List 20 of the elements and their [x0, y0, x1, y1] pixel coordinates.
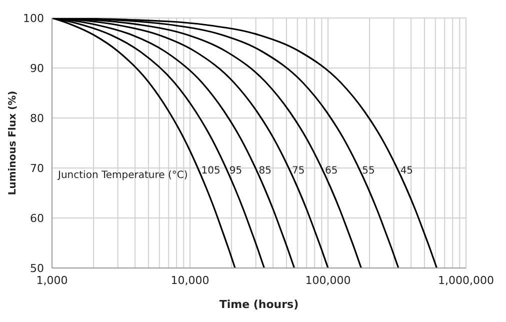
series-label: 95: [229, 166, 242, 176]
series-label: 55: [362, 166, 375, 176]
series-label: 105: [201, 166, 220, 176]
y-axis-title: Luminous Flux (%): [8, 90, 19, 196]
x-tick-label: 1,000: [36, 274, 68, 287]
x-axis-title: Time (hours): [219, 298, 299, 311]
series-label: 65: [324, 166, 338, 176]
series-label: 85: [258, 166, 272, 176]
series-label: 75: [292, 166, 305, 176]
y-tick-label: 80: [30, 112, 44, 125]
x-tick-label: 10,000: [170, 274, 210, 287]
y-tick-label: 50: [30, 262, 44, 275]
x-tick-label: 100,000: [305, 274, 351, 287]
y-tick-label: 100: [23, 12, 44, 25]
annotation: Junction Temperature (°C): [58, 170, 188, 181]
series-label: 45: [400, 166, 414, 176]
y-tick-label: 90: [30, 62, 44, 75]
y-tick-label: 70: [30, 162, 44, 175]
y-tick-label: 60: [30, 212, 44, 225]
x-tick-label: 1,000,000: [438, 274, 494, 287]
